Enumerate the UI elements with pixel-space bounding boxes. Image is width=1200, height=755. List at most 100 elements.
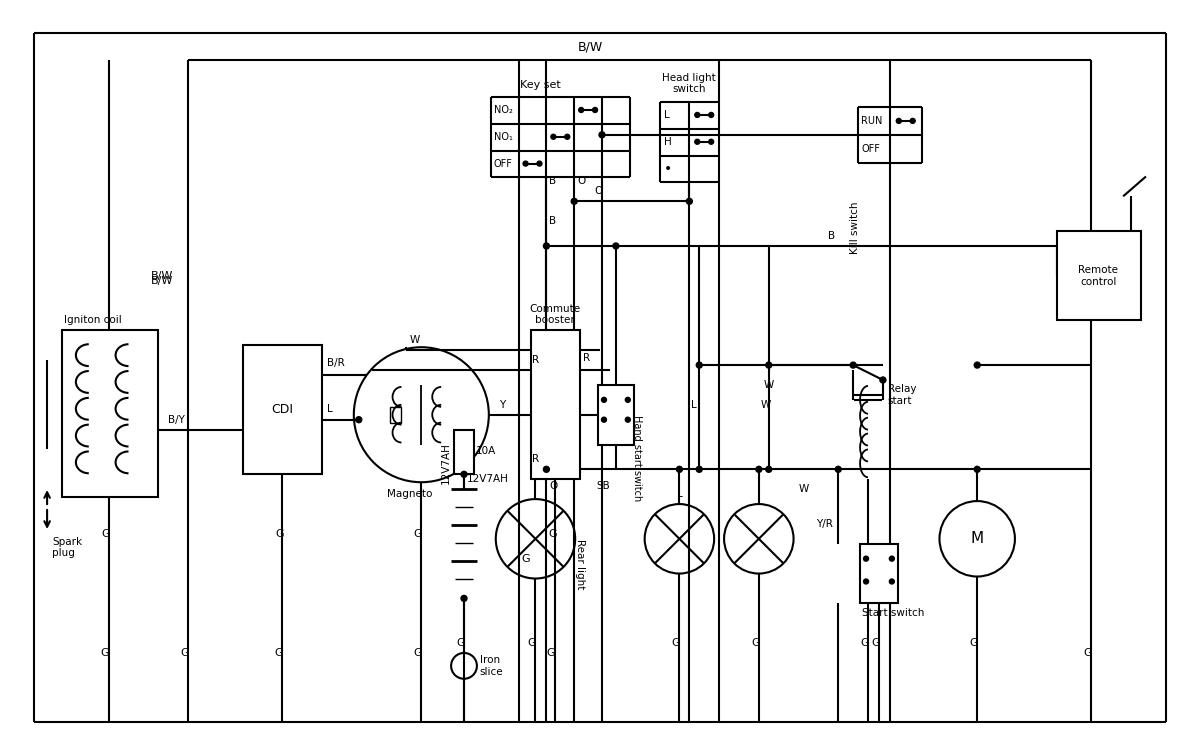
Text: SB: SB (596, 481, 610, 492)
Text: L: L (677, 489, 683, 499)
Text: G: G (180, 648, 188, 658)
Text: Iron
slice: Iron slice (480, 655, 504, 676)
Bar (390, 407, 402, 423)
Text: G: G (528, 638, 536, 648)
Text: •: • (664, 162, 672, 176)
Circle shape (461, 596, 467, 601)
Text: L: L (664, 110, 670, 120)
Circle shape (544, 467, 550, 473)
Circle shape (880, 377, 886, 383)
Circle shape (551, 134, 556, 139)
Text: G: G (548, 529, 557, 539)
Circle shape (889, 579, 894, 584)
Text: G: G (546, 648, 556, 658)
Circle shape (835, 467, 841, 473)
Circle shape (625, 397, 630, 402)
Circle shape (356, 417, 361, 423)
Text: O: O (594, 186, 602, 196)
Text: L: L (328, 404, 332, 414)
Text: G: G (456, 638, 464, 648)
Circle shape (461, 471, 467, 477)
Circle shape (911, 119, 916, 123)
Text: G: G (101, 648, 109, 658)
Text: 10A: 10A (476, 446, 496, 457)
Text: B: B (550, 216, 557, 226)
Text: B/W: B/W (577, 41, 602, 54)
Text: G: G (860, 638, 869, 648)
Text: W: W (409, 335, 420, 345)
Text: W: W (798, 484, 809, 494)
Circle shape (974, 362, 980, 368)
Text: M: M (971, 532, 984, 547)
Text: R: R (532, 355, 539, 365)
Circle shape (601, 397, 606, 402)
Circle shape (565, 134, 570, 139)
Circle shape (709, 112, 714, 118)
Text: B: B (828, 231, 835, 241)
Circle shape (686, 199, 692, 205)
Text: G: G (275, 648, 283, 658)
Text: G: G (102, 529, 110, 539)
Text: L: L (691, 400, 697, 410)
Bar (62, 331, 158, 497)
Circle shape (889, 556, 894, 561)
Text: OFF: OFF (493, 159, 512, 168)
Circle shape (850, 362, 856, 368)
Circle shape (696, 362, 702, 368)
Text: G: G (522, 553, 530, 564)
Circle shape (593, 107, 598, 112)
Circle shape (766, 362, 772, 368)
Text: O: O (577, 177, 586, 186)
Text: NO₁: NO₁ (493, 132, 512, 142)
Text: G: G (276, 529, 284, 539)
Bar (598, 385, 634, 445)
Text: Magneto: Magneto (386, 489, 432, 499)
Text: B/Y: B/Y (168, 414, 185, 424)
Text: B/R: B/R (328, 358, 344, 368)
Circle shape (613, 243, 619, 249)
Circle shape (599, 132, 605, 137)
Text: Start switch: Start switch (862, 609, 924, 618)
Text: Hand start switch: Hand start switch (631, 414, 642, 501)
Text: Key set: Key set (520, 80, 560, 90)
Circle shape (571, 199, 577, 205)
Text: H: H (664, 137, 671, 146)
Text: W: W (761, 400, 772, 410)
Text: B/W: B/W (151, 271, 174, 281)
Text: CDI: CDI (271, 403, 293, 416)
Circle shape (695, 139, 700, 144)
Text: R: R (583, 353, 590, 363)
Text: Relay
start: Relay start (888, 384, 917, 405)
Bar (860, 544, 898, 603)
Circle shape (709, 139, 714, 144)
Text: Commute
booster: Commute booster (529, 304, 581, 325)
Circle shape (896, 119, 901, 123)
Text: W: W (763, 380, 774, 390)
Circle shape (677, 467, 683, 473)
Text: Y/R: Y/R (816, 519, 833, 529)
Text: G: G (413, 529, 422, 539)
Circle shape (523, 161, 528, 166)
Bar (1057, 231, 1141, 320)
Circle shape (864, 579, 869, 584)
Text: Rear light: Rear light (575, 539, 586, 589)
Text: Kill switch: Kill switch (850, 202, 860, 254)
Circle shape (578, 107, 583, 112)
Text: G: G (751, 638, 760, 648)
Text: O: O (550, 481, 558, 492)
Text: Head light
switch: Head light switch (662, 72, 716, 94)
Circle shape (536, 161, 542, 166)
Text: RUN: RUN (862, 116, 882, 126)
Text: G: G (672, 638, 680, 648)
Text: Y: Y (499, 399, 505, 410)
Circle shape (974, 467, 980, 473)
Text: 12V7AH: 12V7AH (442, 442, 451, 484)
Circle shape (756, 467, 762, 473)
Text: 12V7AH: 12V7AH (467, 474, 509, 484)
Text: G: G (871, 638, 880, 648)
Text: OFF: OFF (862, 143, 880, 154)
Text: Spark
plug: Spark plug (52, 537, 82, 559)
Bar (454, 430, 474, 474)
Text: R: R (532, 455, 539, 464)
Text: G: G (970, 638, 978, 648)
